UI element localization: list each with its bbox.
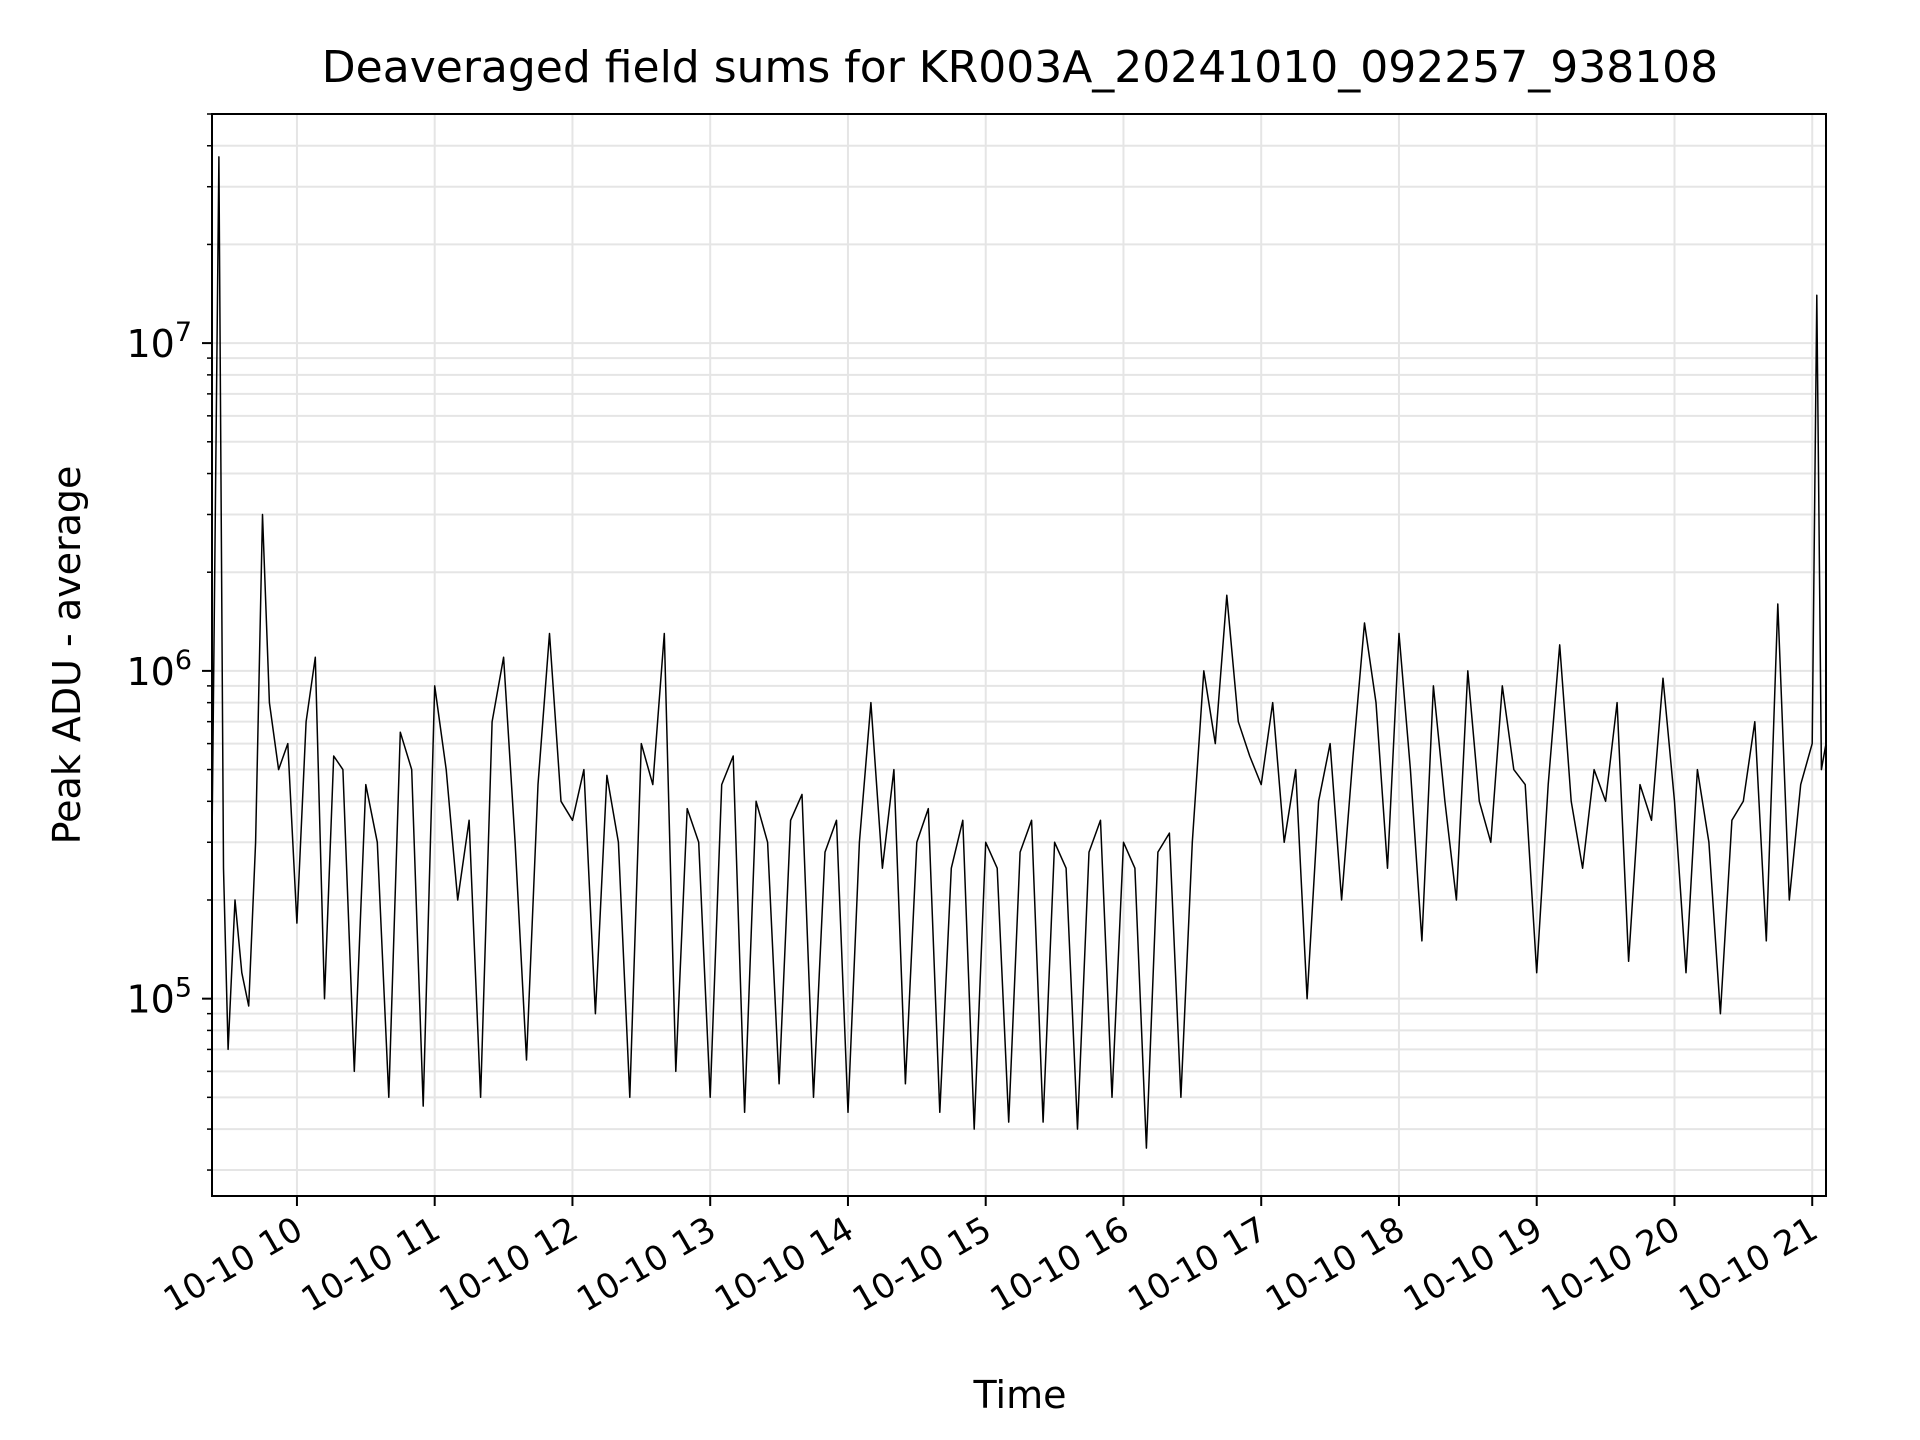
- y-axis: 105 106 107: [126, 113, 212, 1171]
- y-tick-label: 107: [126, 317, 192, 366]
- y-tick-label: 105: [126, 973, 192, 1022]
- series-line-0: [211, 156, 1827, 1149]
- plot-frame: [211, 113, 1827, 1197]
- x-axis-label: Time: [973, 1373, 1067, 1417]
- series-layer: [211, 156, 1827, 1149]
- chart-title: Deaveraged field sums for KR003A_2024101…: [322, 42, 1718, 93]
- y-axis-label: Peak ADU - average: [45, 466, 89, 845]
- y-tick-label: 106: [126, 645, 192, 694]
